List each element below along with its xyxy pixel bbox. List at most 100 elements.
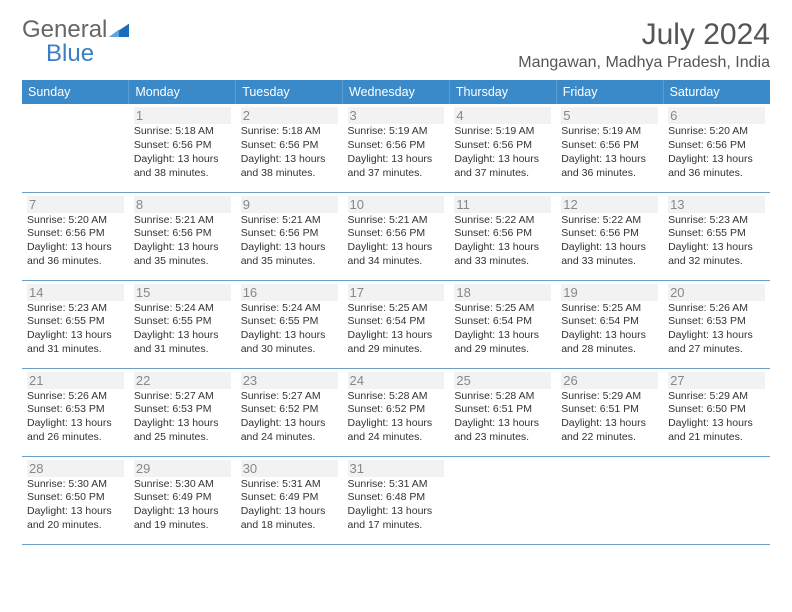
sunset-text: Sunset: 6:54 PM xyxy=(454,315,551,329)
day-info: Sunrise: 5:20 AMSunset: 6:56 PMDaylight:… xyxy=(668,125,765,180)
daylight-text: Daylight: 13 hours and 28 minutes. xyxy=(561,329,658,357)
day-number: 27 xyxy=(668,372,765,389)
sunset-text: Sunset: 6:56 PM xyxy=(454,227,551,241)
calendar-cell: 8Sunrise: 5:21 AMSunset: 6:56 PMDaylight… xyxy=(129,192,236,280)
sunset-text: Sunset: 6:50 PM xyxy=(668,403,765,417)
sunrise-text: Sunrise: 5:30 AM xyxy=(27,478,124,492)
daylight-text: Daylight: 13 hours and 19 minutes. xyxy=(134,505,231,533)
daylight-text: Daylight: 13 hours and 37 minutes. xyxy=(454,153,551,181)
sunrise-text: Sunrise: 5:29 AM xyxy=(668,390,765,404)
sunrise-text: Sunrise: 5:23 AM xyxy=(668,214,765,228)
day-number: 11 xyxy=(454,196,551,213)
day-number: 7 xyxy=(27,196,124,213)
sunrise-text: Sunrise: 5:21 AM xyxy=(348,214,445,228)
daylight-text: Daylight: 13 hours and 20 minutes. xyxy=(27,505,124,533)
calendar-cell: 4Sunrise: 5:19 AMSunset: 6:56 PMDaylight… xyxy=(449,104,556,192)
day-info: Sunrise: 5:19 AMSunset: 6:56 PMDaylight:… xyxy=(561,125,658,180)
logo: GeneralBlue xyxy=(22,18,129,66)
calendar-cell: 10Sunrise: 5:21 AMSunset: 6:56 PMDayligh… xyxy=(343,192,450,280)
calendar-body: 1Sunrise: 5:18 AMSunset: 6:56 PMDaylight… xyxy=(22,104,770,544)
sunset-text: Sunset: 6:56 PM xyxy=(454,139,551,153)
daylight-text: Daylight: 13 hours and 17 minutes. xyxy=(348,505,445,533)
day-number: 4 xyxy=(454,107,551,124)
daylight-text: Daylight: 13 hours and 22 minutes. xyxy=(561,417,658,445)
sunrise-text: Sunrise: 5:26 AM xyxy=(27,390,124,404)
sunrise-text: Sunrise: 5:27 AM xyxy=(241,390,338,404)
day-number: 14 xyxy=(27,284,124,301)
calendar-cell: 26Sunrise: 5:29 AMSunset: 6:51 PMDayligh… xyxy=(556,368,663,456)
weekday-header: Monday xyxy=(129,80,236,104)
sunrise-text: Sunrise: 5:31 AM xyxy=(348,478,445,492)
sunrise-text: Sunrise: 5:31 AM xyxy=(241,478,338,492)
calendar-cell: 9Sunrise: 5:21 AMSunset: 6:56 PMDaylight… xyxy=(236,192,343,280)
day-number: 29 xyxy=(134,460,231,477)
weekday-header: Sunday xyxy=(22,80,129,104)
calendar-cell: 6Sunrise: 5:20 AMSunset: 6:56 PMDaylight… xyxy=(663,104,770,192)
sunrise-text: Sunrise: 5:24 AM xyxy=(134,302,231,316)
sunset-text: Sunset: 6:56 PM xyxy=(134,139,231,153)
sunrise-text: Sunrise: 5:25 AM xyxy=(561,302,658,316)
calendar-cell: 17Sunrise: 5:25 AMSunset: 6:54 PMDayligh… xyxy=(343,280,450,368)
day-info: Sunrise: 5:19 AMSunset: 6:56 PMDaylight:… xyxy=(348,125,445,180)
day-number: 13 xyxy=(668,196,765,213)
calendar-row: 7Sunrise: 5:20 AMSunset: 6:56 PMDaylight… xyxy=(22,192,770,280)
day-number: 16 xyxy=(241,284,338,301)
calendar-cell: 3Sunrise: 5:19 AMSunset: 6:56 PMDaylight… xyxy=(343,104,450,192)
day-number: 3 xyxy=(348,107,445,124)
daylight-text: Daylight: 13 hours and 26 minutes. xyxy=(27,417,124,445)
day-number: 26 xyxy=(561,372,658,389)
sunset-text: Sunset: 6:56 PM xyxy=(241,227,338,241)
sunrise-text: Sunrise: 5:28 AM xyxy=(454,390,551,404)
day-number: 25 xyxy=(454,372,551,389)
day-number: 8 xyxy=(134,196,231,213)
daylight-text: Daylight: 13 hours and 36 minutes. xyxy=(27,241,124,269)
calendar-cell: 25Sunrise: 5:28 AMSunset: 6:51 PMDayligh… xyxy=(449,368,556,456)
day-number: 2 xyxy=(241,107,338,124)
sunrise-text: Sunrise: 5:18 AM xyxy=(241,125,338,139)
day-info: Sunrise: 5:28 AMSunset: 6:51 PMDaylight:… xyxy=(454,390,551,445)
day-info: Sunrise: 5:27 AMSunset: 6:53 PMDaylight:… xyxy=(134,390,231,445)
sunrise-text: Sunrise: 5:19 AM xyxy=(454,125,551,139)
calendar-cell: 30Sunrise: 5:31 AMSunset: 6:49 PMDayligh… xyxy=(236,456,343,544)
daylight-text: Daylight: 13 hours and 38 minutes. xyxy=(241,153,338,181)
sunset-text: Sunset: 6:55 PM xyxy=(241,315,338,329)
day-number: 18 xyxy=(454,284,551,301)
day-info: Sunrise: 5:31 AMSunset: 6:49 PMDaylight:… xyxy=(241,478,338,533)
day-number: 12 xyxy=(561,196,658,213)
daylight-text: Daylight: 13 hours and 38 minutes. xyxy=(134,153,231,181)
daylight-text: Daylight: 13 hours and 34 minutes. xyxy=(348,241,445,269)
day-info: Sunrise: 5:27 AMSunset: 6:52 PMDaylight:… xyxy=(241,390,338,445)
calendar-cell: 5Sunrise: 5:19 AMSunset: 6:56 PMDaylight… xyxy=(556,104,663,192)
calendar-cell: 13Sunrise: 5:23 AMSunset: 6:55 PMDayligh… xyxy=(663,192,770,280)
sunset-text: Sunset: 6:56 PM xyxy=(561,139,658,153)
sunrise-text: Sunrise: 5:30 AM xyxy=(134,478,231,492)
day-number: 20 xyxy=(668,284,765,301)
sunset-text: Sunset: 6:56 PM xyxy=(241,139,338,153)
calendar-cell: 20Sunrise: 5:26 AMSunset: 6:53 PMDayligh… xyxy=(663,280,770,368)
sunset-text: Sunset: 6:49 PM xyxy=(241,491,338,505)
daylight-text: Daylight: 13 hours and 18 minutes. xyxy=(241,505,338,533)
day-info: Sunrise: 5:24 AMSunset: 6:55 PMDaylight:… xyxy=(134,302,231,357)
day-info: Sunrise: 5:25 AMSunset: 6:54 PMDaylight:… xyxy=(454,302,551,357)
sunrise-text: Sunrise: 5:27 AM xyxy=(134,390,231,404)
weekday-header: Tuesday xyxy=(236,80,343,104)
calendar-cell xyxy=(449,456,556,544)
calendar-row: 21Sunrise: 5:26 AMSunset: 6:53 PMDayligh… xyxy=(22,368,770,456)
sunset-text: Sunset: 6:52 PM xyxy=(241,403,338,417)
weekday-header-row: Sunday Monday Tuesday Wednesday Thursday… xyxy=(22,80,770,104)
calendar-cell xyxy=(556,456,663,544)
sunset-text: Sunset: 6:50 PM xyxy=(27,491,124,505)
day-info: Sunrise: 5:21 AMSunset: 6:56 PMDaylight:… xyxy=(134,214,231,269)
day-info: Sunrise: 5:21 AMSunset: 6:56 PMDaylight:… xyxy=(348,214,445,269)
calendar-row: 1Sunrise: 5:18 AMSunset: 6:56 PMDaylight… xyxy=(22,104,770,192)
sunrise-text: Sunrise: 5:29 AM xyxy=(561,390,658,404)
calendar-cell: 31Sunrise: 5:31 AMSunset: 6:48 PMDayligh… xyxy=(343,456,450,544)
weekday-header: Wednesday xyxy=(343,80,450,104)
sunset-text: Sunset: 6:56 PM xyxy=(27,227,124,241)
sunrise-text: Sunrise: 5:26 AM xyxy=(668,302,765,316)
day-info: Sunrise: 5:25 AMSunset: 6:54 PMDaylight:… xyxy=(348,302,445,357)
day-number: 22 xyxy=(134,372,231,389)
day-number: 28 xyxy=(27,460,124,477)
sunrise-text: Sunrise: 5:22 AM xyxy=(454,214,551,228)
day-number: 1 xyxy=(134,107,231,124)
